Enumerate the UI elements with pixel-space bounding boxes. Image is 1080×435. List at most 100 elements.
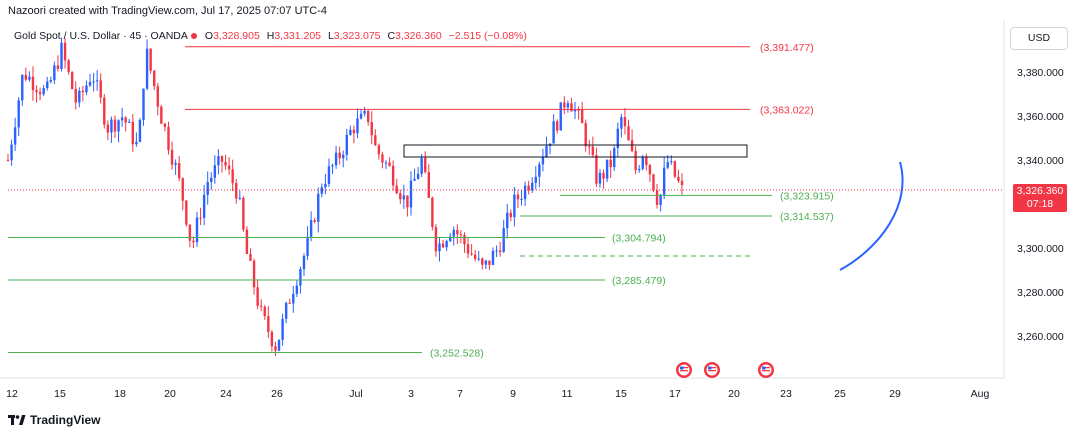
candle-body (324, 183, 327, 188)
candle-body (670, 161, 673, 163)
time-tick-label: 11 (562, 388, 573, 400)
candle-body (406, 195, 409, 208)
candle-body (573, 109, 577, 112)
tradingview-brand[interactable]: TradingView (8, 413, 100, 427)
close-label: C (387, 30, 396, 42)
candle-body (217, 156, 220, 166)
candle-body (274, 346, 277, 351)
us-flag-event-icon[interactable] (758, 362, 774, 378)
candle-body (598, 172, 602, 184)
candle-body (338, 152, 341, 159)
time-tick-label: Jul (349, 388, 362, 400)
candle-body (595, 155, 598, 184)
candle-body (267, 316, 270, 332)
candle-body (359, 113, 363, 119)
candle-body (13, 127, 17, 145)
candle-body (21, 74, 24, 101)
candle-body (498, 250, 502, 252)
candle-body (259, 305, 263, 307)
candle-body (320, 187, 324, 194)
candle-body (513, 194, 516, 218)
candle-body (363, 110, 366, 114)
candle-body (523, 185, 527, 200)
price-tick-label: 3,380.000 (1017, 67, 1064, 79)
candle-body (677, 176, 680, 181)
time-tick-label: 23 (780, 388, 792, 400)
candle-body (110, 119, 113, 133)
candle-body (441, 243, 445, 248)
candle-body (463, 235, 466, 245)
candle-body (627, 126, 630, 141)
candle-body (391, 165, 395, 186)
time-tick-label: 15 (615, 388, 627, 400)
time-tick-label: 26 (271, 388, 283, 400)
candle-body (53, 65, 56, 81)
price-tick-label: 3,280.000 (1017, 287, 1064, 299)
candle-body (288, 302, 291, 304)
candle-body (352, 129, 356, 134)
candle-body (88, 82, 92, 86)
candle-body (388, 162, 391, 166)
candle-body (563, 102, 566, 108)
candle-body (46, 81, 49, 89)
candle-body (652, 174, 655, 191)
support-level-label: (3,285.479) (612, 275, 666, 287)
candle-body (506, 212, 509, 229)
candle-body (103, 97, 106, 125)
candle-body (42, 88, 45, 95)
candle-body (577, 109, 580, 111)
resistance-level-label: (3,391.477) (760, 42, 814, 54)
candle-body (331, 165, 334, 167)
candle-body (220, 156, 224, 162)
candle-body (70, 72, 74, 89)
candle-body (60, 42, 63, 69)
projection-curve[interactable] (839, 161, 904, 271)
candle-body (313, 220, 316, 222)
candle-body (509, 212, 513, 218)
consolidation-box[interactable] (403, 144, 748, 158)
price-tick-label: 3,300.000 (1017, 243, 1064, 255)
candle-body (24, 74, 28, 80)
candle-body (427, 172, 431, 198)
candle-body (516, 194, 520, 200)
candle-body (128, 121, 131, 123)
symbol-legend[interactable]: Gold Spot / U.S. Dollar · 45 · OANDA O3,3… (14, 30, 527, 42)
us-flag-event-icon[interactable] (704, 362, 720, 378)
candle-body (49, 80, 52, 82)
candle-body (113, 119, 117, 132)
candle-body (131, 121, 135, 145)
candle-body (17, 100, 20, 128)
candle-body (673, 161, 677, 177)
candle-body (334, 152, 338, 166)
low-value: 3,323.075 (333, 30, 381, 42)
candle-body (481, 258, 484, 265)
candle-body (92, 81, 95, 83)
candle-body (580, 109, 584, 124)
candle-body (520, 199, 523, 201)
support-level-label: (3,304.794) (612, 232, 666, 244)
candle-body (416, 173, 420, 179)
candle-body (167, 126, 170, 150)
candle-body (466, 244, 470, 254)
candle-body (431, 197, 434, 227)
time-tick-label: Aug (971, 388, 990, 400)
candle-body (470, 253, 473, 255)
candle-body (645, 156, 648, 166)
time-axis-ticks: 12 15 18 20 24 26 Jul 3 7 9 11 15 17 20 23 25 29 Aug (6, 388, 989, 400)
us-flag-event-icon[interactable] (676, 362, 692, 378)
candle-body (395, 185, 398, 194)
currency-button[interactable]: USD (1010, 27, 1068, 50)
candle-body (473, 254, 477, 260)
candle-body (231, 169, 234, 184)
candle-body (145, 48, 149, 89)
candle-body (192, 240, 195, 243)
candle-body (163, 123, 167, 127)
candle-body (381, 154, 384, 163)
candle-body (185, 200, 188, 225)
candle-body (459, 234, 463, 236)
candle-body (584, 123, 587, 147)
high-label: H (266, 30, 275, 42)
candle-body (366, 110, 370, 122)
candle-body (302, 255, 306, 270)
